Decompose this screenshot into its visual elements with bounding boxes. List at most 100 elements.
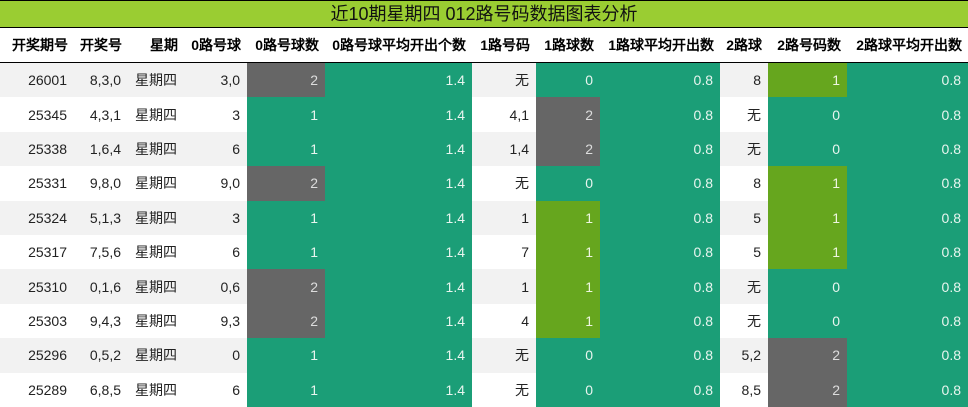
table-cell: 无 <box>720 131 768 167</box>
table-cell: 星期四 <box>128 234 184 270</box>
column-header[interactable]: 1路球数 <box>536 28 600 63</box>
table-cell: 1.4 <box>325 131 472 167</box>
table-cell: 25289 <box>0 372 74 407</box>
table-cell: 9,8,0 <box>74 166 128 201</box>
table-cell: 1 <box>768 166 847 201</box>
table-cell: 5,1,3 <box>74 200 128 235</box>
table-cell: 0 <box>768 269 847 304</box>
table-cell: 1 <box>536 269 600 304</box>
column-header[interactable]: 1路号码 <box>472 28 536 63</box>
table-cell: 0.8 <box>847 303 968 339</box>
table-cell: 2 <box>768 338 847 373</box>
table-cell: 0.8 <box>847 131 968 167</box>
table-cell: 1 <box>472 269 536 304</box>
table-cell: 0 <box>536 62 600 98</box>
column-header[interactable]: 2路球平均开出数 <box>847 28 968 63</box>
table-cell: 2 <box>536 131 600 167</box>
table-cell: 星期四 <box>128 97 184 132</box>
table-cell: 2 <box>247 166 325 201</box>
table-cell: 8 <box>720 62 768 98</box>
table-cell: 0 <box>536 372 600 407</box>
column-header[interactable]: 星期 <box>128 28 184 63</box>
table-cell: 6 <box>184 234 247 270</box>
table-cell: 星期四 <box>128 200 184 235</box>
table-cell: 1 <box>768 234 847 270</box>
column-header[interactable]: 1路球平均开出数 <box>600 28 720 63</box>
table-cell: 2 <box>536 97 600 132</box>
table-cell: 1.4 <box>325 234 472 270</box>
column-header[interactable]: 开奖号 <box>74 28 128 63</box>
table-cell: 0.8 <box>600 131 720 167</box>
table-cell: 1 <box>472 200 536 235</box>
table-row: 25303 9,4,3 星期四 9,3 2 1.4 4 1 0.8 无 0 0.8 <box>0 303 968 339</box>
table-cell: 0.8 <box>847 372 968 407</box>
table-cell: 0.8 <box>847 338 968 373</box>
table-cell: 6 <box>184 372 247 407</box>
table-cell: 8,3,0 <box>74 62 128 98</box>
page-title: 近10期星期四 012路号码数据图表分析 <box>0 0 968 28</box>
table-cell: 9,4,3 <box>74 303 128 339</box>
table-cell: 7 <box>472 234 536 270</box>
table-cell: 0.8 <box>600 372 720 407</box>
table-cell: 0,1,6 <box>74 269 128 304</box>
table-row: 25310 0,1,6 星期四 0,6 2 1.4 1 1 0.8 无 0 0.8 <box>0 269 968 304</box>
table-cell: 5 <box>720 200 768 235</box>
table-cell: 7,5,6 <box>74 234 128 270</box>
table-cell: 1.4 <box>325 200 472 235</box>
table-cell: 1 <box>768 62 847 98</box>
table-cell: 2 <box>247 62 325 98</box>
table-cell: 9,0 <box>184 166 247 201</box>
table-cell: 8 <box>720 166 768 201</box>
column-header[interactable]: 0路号球平均开出个数 <box>325 28 472 63</box>
table-cell: 9,3 <box>184 303 247 339</box>
table-cell: 星期四 <box>128 303 184 339</box>
table-cell: 0.8 <box>847 234 968 270</box>
table-cell: 2 <box>768 372 847 407</box>
table-cell: 0 <box>536 166 600 201</box>
table-cell: 4,3,1 <box>74 97 128 132</box>
table-cell: 星期四 <box>128 131 184 167</box>
table-cell: 6 <box>184 131 247 167</box>
data-table: 开奖期号 开奖号 星期 0路号球 0路号球数 0路号球平均开出个数 1路号码 1路球数 1路球平… <box>0 28 968 407</box>
table-cell: 5,2 <box>720 338 768 373</box>
table-cell: 1.4 <box>325 62 472 98</box>
table-cell: 0.8 <box>600 303 720 339</box>
table-cell: 0.8 <box>600 166 720 201</box>
table-cell: 4,1 <box>472 97 536 132</box>
table-cell: 1 <box>247 131 325 167</box>
table-cell: 无 <box>472 372 536 407</box>
table-cell: 1.4 <box>325 269 472 304</box>
table-cell: 3 <box>184 200 247 235</box>
table-cell: 1 <box>247 234 325 270</box>
table-cell: 1 <box>247 338 325 373</box>
table-cell: 0.8 <box>847 269 968 304</box>
table-cell: 3,0 <box>184 62 247 98</box>
table-row: 26001 8,3,0 星期四 3,0 2 1.4 无 0 0.8 8 1 0.8 <box>0 62 968 98</box>
table-cell: 25331 <box>0 166 74 201</box>
table-cell: 0.8 <box>847 62 968 98</box>
table-cell: 1 <box>247 97 325 132</box>
table-row: 25338 1,6,4 星期四 6 1 1.4 1,4 2 0.8 无 0 0.8 <box>0 131 968 167</box>
table-cell: 1 <box>247 200 325 235</box>
table-cell: 无 <box>720 303 768 339</box>
column-header[interactable]: 2路球 <box>720 28 768 63</box>
column-header[interactable]: 开奖期号 <box>0 28 74 63</box>
table-cell: 0 <box>536 338 600 373</box>
table-cell: 6,8,5 <box>74 372 128 407</box>
table-cell: 2 <box>247 303 325 339</box>
column-header[interactable]: 2路号码数 <box>768 28 847 63</box>
table-cell: 0.8 <box>600 62 720 98</box>
table-row: 25317 7,5,6 星期四 6 1 1.4 7 1 0.8 5 1 0.8 <box>0 234 968 270</box>
table-cell: 26001 <box>0 62 74 98</box>
table-cell: 25345 <box>0 97 74 132</box>
column-header[interactable]: 0路号球 <box>184 28 247 63</box>
table-cell: 0.8 <box>600 269 720 304</box>
table-cell: 25338 <box>0 131 74 167</box>
table-row: 25345 4,3,1 星期四 3 1 1.4 4,1 2 0.8 无 0 0.8 <box>0 97 968 132</box>
table-row: 25296 0,5,2 星期四 0 1 1.4 无 0 0.8 5,2 2 0.8 <box>0 338 968 373</box>
column-header[interactable]: 0路号球数 <box>247 28 325 63</box>
table-cell: 1 <box>536 200 600 235</box>
table-cell: 无 <box>720 97 768 132</box>
table-cell: 0.8 <box>600 200 720 235</box>
header-row: 开奖期号 开奖号 星期 0路号球 0路号球数 0路号球平均开出个数 1路号码 1路球数 1路球平… <box>0 28 968 63</box>
